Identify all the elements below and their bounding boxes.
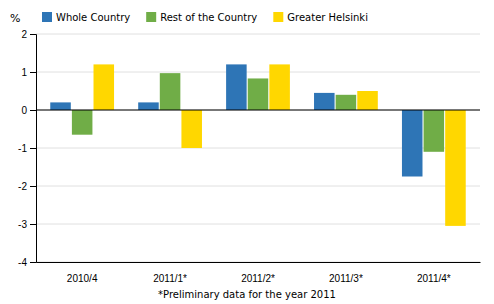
y-axis-line	[30, 35, 37, 263]
y-tick-label: -4	[18, 257, 27, 268]
bar	[72, 110, 93, 135]
y-tick-label: 1	[21, 67, 27, 78]
bar	[94, 64, 115, 110]
legend-item: Greater Helsinki	[273, 12, 368, 23]
y-tick-label: -2	[18, 181, 27, 192]
x-tick: 2011/2*	[241, 273, 275, 284]
bar	[226, 64, 247, 110]
x-tick: 2010/4	[67, 273, 98, 284]
grid-line	[36, 224, 480, 225]
grid-line	[36, 186, 480, 187]
bar	[138, 102, 159, 110]
y-tick-label: 0	[21, 105, 27, 116]
y-tick-label: -3	[18, 219, 27, 230]
y-tick: 1	[21, 67, 36, 78]
series	[94, 64, 466, 226]
y-tick: -2	[18, 181, 36, 192]
y-tick-mark	[30, 186, 36, 187]
y-tick: -3	[18, 219, 36, 230]
x-tick: 2011/3*	[329, 273, 363, 284]
legend-label: Rest of the Country	[160, 12, 257, 23]
y-tick-mark	[30, 262, 36, 263]
x-tick-label: 2011/1*	[153, 273, 187, 284]
x-tick-label: 2011/4*	[417, 273, 451, 284]
y-tick-mark	[30, 110, 36, 111]
bar	[424, 110, 445, 152]
bar	[181, 110, 202, 148]
legend-label: Greater Helsinki	[287, 12, 368, 23]
x-axis: 2010/4 2011/1* 2011/2* 2011/3* 2011/4*	[37, 263, 481, 285]
y-tick: 2	[21, 29, 36, 40]
y-tick: -1	[18, 143, 36, 154]
bar	[402, 110, 423, 177]
x-tick: 2011/4*	[417, 273, 451, 284]
footnote: *Preliminary data for the year 2011	[158, 289, 336, 300]
y-tick-mark	[30, 148, 36, 149]
legend: Whole Country Rest of the Country Greater …	[42, 12, 368, 23]
series	[72, 73, 444, 152]
y-tick-label: 2	[21, 29, 27, 40]
y-axis: -4 -3 -2 -1 0 1 2	[18, 29, 36, 268]
bar	[314, 93, 335, 110]
bar	[357, 91, 378, 110]
bars	[50, 64, 465, 226]
x-tick-label: 2010/4	[67, 273, 98, 284]
x-tick: 2011/1*	[153, 273, 187, 284]
grid-line	[36, 262, 480, 263]
x-tick-label: 2011/3*	[329, 273, 363, 284]
x-axis-line	[37, 262, 481, 263]
chart: -4-3-2-10122010/42011/1*2011/2*2011/3*20…	[0, 0, 494, 304]
legend-item: Rest of the Country	[146, 12, 257, 23]
plot: -4-3-2-10122010/42011/1*2011/2*2011/3*20…	[18, 29, 480, 284]
y-tick-label: -1	[18, 143, 27, 154]
bar	[160, 73, 181, 110]
grid-line	[36, 34, 480, 35]
bar	[248, 78, 269, 110]
y-axis-label: %	[10, 12, 20, 25]
bar	[269, 64, 290, 110]
legend-swatch	[42, 12, 52, 22]
bar	[445, 110, 466, 226]
zero-line	[36, 110, 480, 111]
legend-swatch	[146, 12, 156, 22]
y-tick-mark	[30, 72, 36, 73]
bar	[336, 95, 357, 110]
legend-label: Whole Country	[56, 12, 130, 23]
y-tick-mark	[30, 224, 36, 225]
grid	[36, 34, 480, 262]
y-tick: -4	[18, 257, 36, 268]
legend-item: Whole Country	[42, 12, 130, 23]
series	[50, 64, 422, 176]
y-tick: 0	[21, 105, 36, 116]
grid-line	[36, 110, 480, 111]
legend-swatch	[273, 12, 283, 22]
y-tick-mark	[30, 34, 36, 35]
bar	[50, 102, 71, 110]
x-tick-label: 2011/2*	[241, 273, 275, 284]
